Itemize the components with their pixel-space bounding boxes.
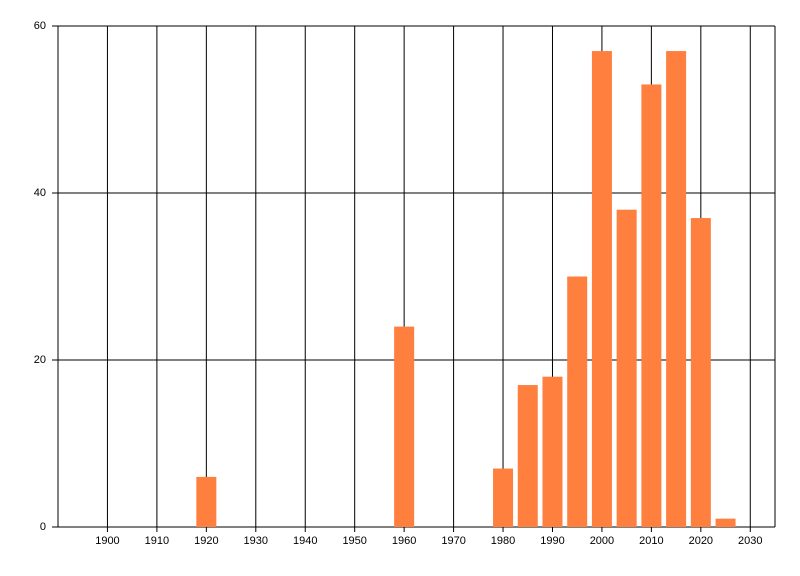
x-tick-label: 2030 — [738, 535, 762, 547]
bar — [666, 51, 687, 528]
x-tick-label: 1900 — [95, 535, 119, 547]
y-tick-label: 40 — [34, 187, 46, 199]
bar — [591, 51, 612, 528]
bar — [567, 276, 588, 527]
y-tick-label: 20 — [34, 354, 46, 366]
x-tick-label: 2000 — [590, 535, 614, 547]
bar — [493, 468, 514, 527]
bar — [690, 218, 711, 528]
x-tick-label: 1920 — [194, 535, 218, 547]
y-tick-label: 60 — [34, 20, 46, 32]
x-tick-label: 1970 — [441, 535, 465, 547]
x-tick-label: 1950 — [342, 535, 366, 547]
y-tick-label: 0 — [40, 521, 46, 533]
bar — [616, 209, 637, 527]
x-tick-label: 1930 — [244, 535, 268, 547]
x-tick-label: 2010 — [639, 535, 663, 547]
bar — [542, 376, 563, 527]
bar — [641, 84, 662, 527]
bar — [715, 518, 736, 527]
x-tick-label: 1990 — [540, 535, 564, 547]
x-tick-label: 1980 — [491, 535, 515, 547]
x-tick-label: 1960 — [392, 535, 416, 547]
x-tick-label: 1940 — [293, 535, 317, 547]
bar — [196, 476, 217, 527]
bar — [517, 385, 538, 527]
x-tick-label: 1910 — [145, 535, 169, 547]
bar — [394, 326, 415, 527]
x-tick-label: 2020 — [689, 535, 713, 547]
